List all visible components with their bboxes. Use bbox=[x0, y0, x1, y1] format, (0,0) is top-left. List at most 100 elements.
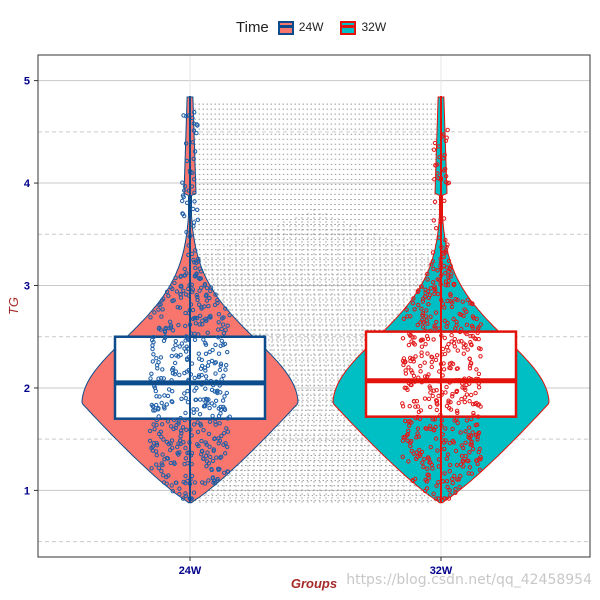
data-point bbox=[170, 328, 176, 333]
data-point bbox=[224, 363, 229, 368]
data-point bbox=[410, 301, 416, 306]
data-point bbox=[192, 480, 198, 485]
data-point bbox=[150, 343, 155, 348]
data-point bbox=[442, 168, 447, 173]
data-point bbox=[475, 437, 480, 442]
data-point bbox=[209, 387, 215, 393]
data-point bbox=[408, 314, 413, 319]
data-point bbox=[182, 266, 188, 272]
data-point bbox=[422, 360, 427, 365]
data-point bbox=[445, 283, 451, 288]
data-point bbox=[444, 265, 449, 270]
data-point bbox=[446, 496, 452, 501]
data-point bbox=[168, 424, 174, 429]
data-point bbox=[176, 322, 181, 328]
data-point bbox=[191, 206, 196, 212]
data-point bbox=[400, 438, 406, 443]
data-point bbox=[428, 314, 433, 319]
data-point bbox=[164, 402, 170, 407]
data-point bbox=[203, 340, 208, 346]
data-point bbox=[442, 471, 447, 476]
data-point bbox=[403, 368, 408, 373]
data-point bbox=[160, 307, 165, 312]
data-point bbox=[223, 451, 228, 456]
data-point bbox=[159, 314, 164, 319]
data-point bbox=[195, 256, 201, 262]
data-point bbox=[421, 464, 426, 470]
data-point bbox=[195, 217, 201, 223]
data-point bbox=[219, 433, 224, 439]
data-point bbox=[469, 440, 474, 445]
plot-border bbox=[37, 54, 591, 558]
data-point bbox=[161, 376, 167, 381]
data-point bbox=[452, 473, 457, 479]
data-point bbox=[406, 365, 411, 370]
data-point bbox=[471, 413, 476, 418]
data-point bbox=[425, 455, 431, 460]
data-point bbox=[184, 357, 190, 362]
data-point bbox=[416, 434, 421, 439]
data-point bbox=[165, 456, 171, 461]
data-point bbox=[176, 419, 181, 424]
data-point bbox=[159, 461, 164, 466]
data-point bbox=[431, 337, 436, 342]
legend-label-32w: 32W bbox=[361, 20, 387, 34]
data-point bbox=[453, 297, 458, 302]
data-point bbox=[174, 289, 180, 294]
data-point bbox=[447, 488, 452, 493]
data-point bbox=[160, 367, 165, 372]
x-axis-title: Groups bbox=[291, 576, 337, 591]
data-point bbox=[442, 198, 447, 204]
data-point bbox=[471, 316, 477, 321]
data-point bbox=[459, 396, 464, 402]
data-point bbox=[183, 491, 188, 496]
data-point bbox=[159, 434, 164, 440]
data-point bbox=[420, 299, 426, 304]
data-point bbox=[462, 399, 467, 405]
data-point bbox=[453, 448, 459, 454]
data-point bbox=[417, 447, 422, 453]
data-point bbox=[409, 382, 414, 388]
data-point bbox=[165, 393, 171, 399]
data-point bbox=[451, 282, 456, 287]
data-point bbox=[473, 433, 479, 438]
data-point bbox=[454, 388, 460, 394]
data-point bbox=[446, 400, 451, 405]
data-point bbox=[149, 445, 154, 451]
data-point bbox=[182, 461, 187, 467]
data-point bbox=[455, 348, 460, 353]
data-point bbox=[474, 367, 479, 372]
data-point bbox=[177, 344, 182, 349]
data-point bbox=[154, 394, 159, 399]
data-point bbox=[413, 404, 418, 409]
data-point bbox=[212, 361, 217, 366]
data-point bbox=[402, 359, 408, 364]
data-point bbox=[426, 302, 431, 307]
data-point bbox=[150, 359, 156, 364]
data-point bbox=[478, 455, 483, 460]
data-point bbox=[190, 307, 196, 313]
data-point bbox=[433, 436, 439, 441]
data-point bbox=[458, 326, 464, 332]
data-point bbox=[196, 374, 202, 380]
data-point bbox=[411, 373, 417, 379]
data-point bbox=[443, 279, 449, 284]
data-point bbox=[432, 177, 437, 182]
data-point bbox=[412, 307, 417, 312]
data-point bbox=[194, 385, 199, 391]
data-point bbox=[156, 360, 161, 365]
data-point bbox=[180, 496, 186, 501]
data-point bbox=[225, 323, 230, 328]
data-point bbox=[197, 288, 202, 293]
data-point bbox=[421, 320, 426, 325]
data-point bbox=[432, 286, 438, 291]
data-point bbox=[200, 480, 205, 485]
data-point bbox=[448, 407, 454, 412]
data-point bbox=[201, 456, 206, 461]
data-point bbox=[207, 295, 212, 301]
data-point bbox=[155, 366, 160, 371]
data-point bbox=[195, 429, 201, 435]
data-point bbox=[456, 339, 462, 344]
data-point bbox=[434, 407, 439, 413]
